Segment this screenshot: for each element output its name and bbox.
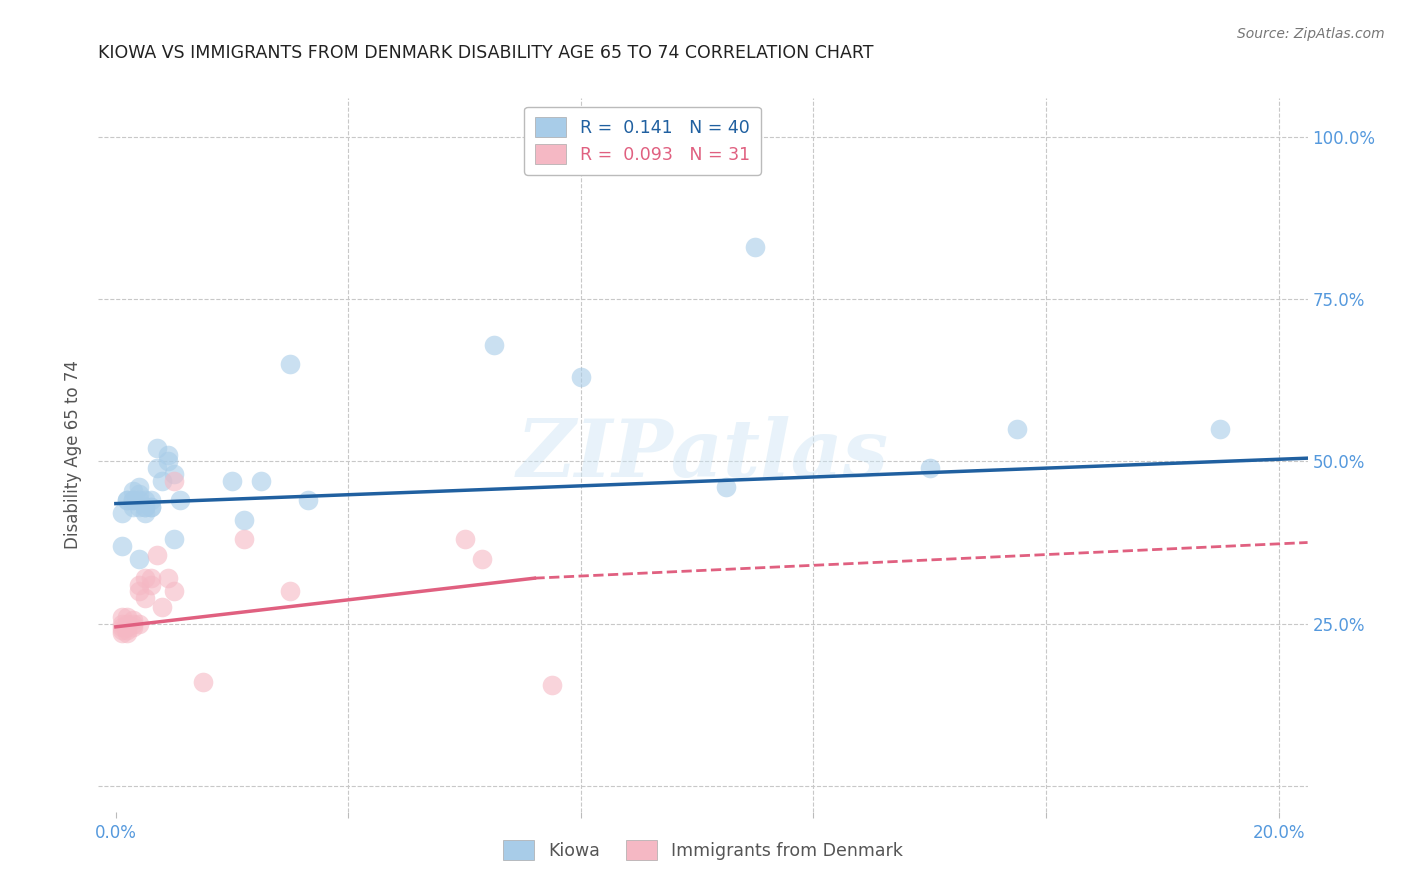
Point <box>111 616 134 631</box>
Point <box>117 493 139 508</box>
Point <box>128 551 150 566</box>
Point <box>117 623 139 637</box>
Point <box>145 442 167 456</box>
Point <box>128 487 150 501</box>
Point <box>482 337 505 351</box>
Point <box>117 493 139 508</box>
Point <box>163 584 186 599</box>
Point <box>145 461 167 475</box>
Point <box>111 623 134 637</box>
Point <box>1005 422 1028 436</box>
Point <box>111 506 134 520</box>
Y-axis label: Disability Age 65 to 74: Disability Age 65 to 74 <box>65 360 83 549</box>
Point <box>453 533 475 547</box>
Point <box>471 551 494 566</box>
Point <box>157 454 180 468</box>
Point <box>163 474 186 488</box>
Point <box>134 571 156 585</box>
Point <box>918 461 941 475</box>
Point <box>139 571 162 585</box>
Point <box>128 480 150 494</box>
Point <box>744 240 766 254</box>
Text: ZIPatlas: ZIPatlas <box>517 417 889 493</box>
Point <box>111 620 134 634</box>
Point <box>117 616 139 631</box>
Point <box>232 533 254 547</box>
Point <box>128 577 150 591</box>
Point <box>122 493 145 508</box>
Point <box>111 539 134 553</box>
Point <box>145 549 167 563</box>
Point <box>117 620 139 634</box>
Point <box>134 500 156 514</box>
Point <box>134 493 156 508</box>
Point <box>122 613 145 627</box>
Point <box>134 506 156 520</box>
Point <box>163 533 186 547</box>
Point <box>134 500 156 514</box>
Point <box>122 620 145 634</box>
Point <box>716 480 738 494</box>
Point <box>157 448 180 462</box>
Point <box>191 675 214 690</box>
Point <box>139 493 162 508</box>
Point <box>540 678 562 692</box>
Point <box>232 513 254 527</box>
Point <box>221 474 243 488</box>
Point <box>569 370 592 384</box>
Point <box>128 584 150 599</box>
Point <box>128 493 150 508</box>
Point <box>150 474 173 488</box>
Point <box>1209 422 1232 436</box>
Point <box>278 584 301 599</box>
Point <box>122 500 145 514</box>
Point <box>117 610 139 624</box>
Point <box>128 500 150 514</box>
Text: KIOWA VS IMMIGRANTS FROM DENMARK DISABILITY AGE 65 TO 74 CORRELATION CHART: KIOWA VS IMMIGRANTS FROM DENMARK DISABIL… <box>98 45 875 62</box>
Point <box>169 493 191 508</box>
Point <box>139 577 162 591</box>
Point <box>139 500 162 514</box>
Point <box>163 467 186 482</box>
Point <box>250 474 273 488</box>
Point <box>128 616 150 631</box>
Point <box>297 493 319 508</box>
Point <box>111 626 134 640</box>
Point <box>122 493 145 508</box>
Point <box>278 357 301 371</box>
Point <box>111 610 134 624</box>
Legend: Kiowa, Immigrants from Denmark: Kiowa, Immigrants from Denmark <box>496 833 910 867</box>
Point <box>134 591 156 605</box>
Text: Source: ZipAtlas.com: Source: ZipAtlas.com <box>1237 27 1385 41</box>
Point <box>157 571 180 585</box>
Point <box>122 616 145 631</box>
Point <box>139 500 162 514</box>
Point <box>122 483 145 498</box>
Point <box>150 600 173 615</box>
Point <box>117 626 139 640</box>
